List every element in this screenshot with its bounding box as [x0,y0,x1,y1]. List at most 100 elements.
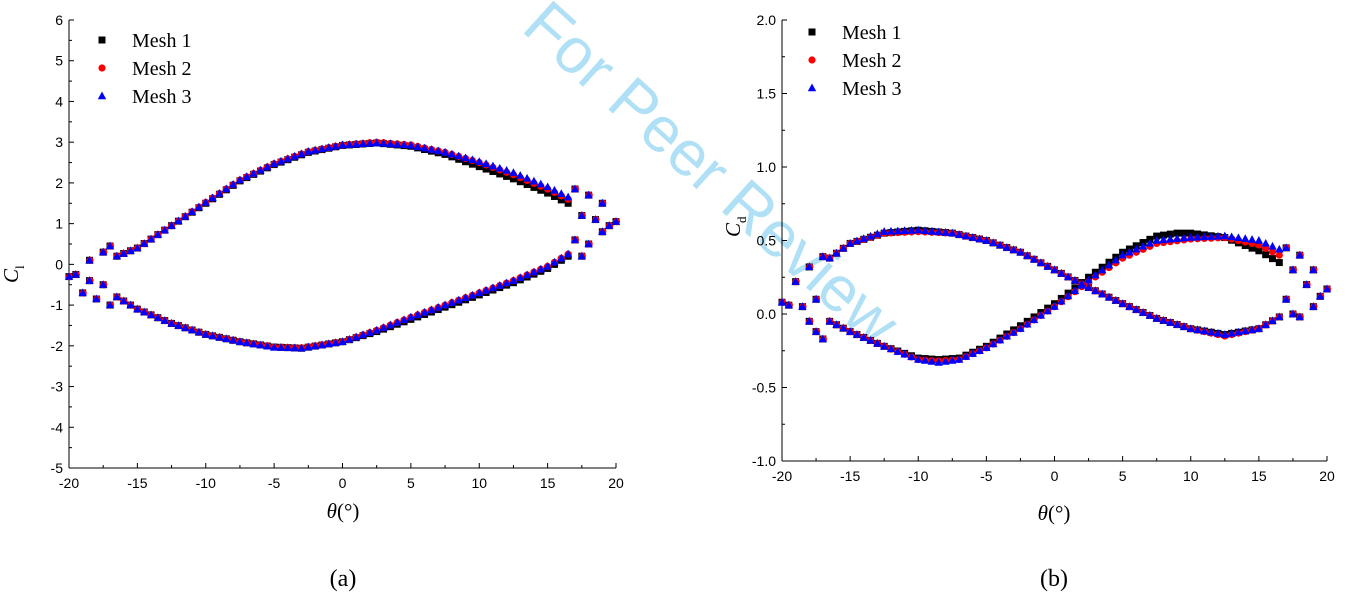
data-point [1247,325,1257,334]
data-point [1070,286,1080,294]
y-tick-label: -1 [51,297,64,313]
data-point [290,343,299,352]
data-point [1186,324,1195,332]
data-point [194,202,204,211]
data-point [1043,261,1052,270]
data-point [1200,232,1209,241]
data-point [153,313,163,321]
data-point [167,221,176,229]
data-point [249,169,258,177]
data-point [133,304,142,313]
data-point [859,234,868,242]
data-point [920,226,930,234]
x-tick-label: -5 [268,475,281,491]
data-point [995,240,1005,249]
data-point [235,175,245,184]
data-point [105,241,115,250]
data-point [228,335,238,344]
y-tick-label: -5 [51,460,64,476]
data-point [1145,310,1155,319]
data-point [1234,233,1243,242]
data-point [825,253,834,262]
y-axis-label: Cl [0,265,27,283]
data-point [475,157,484,165]
data-point [914,225,923,234]
data-point [1255,247,1263,255]
data-point [160,225,169,234]
data-point [461,293,470,301]
data-point [502,166,511,174]
x-tick-label: 15 [1251,468,1267,484]
data-point [283,343,292,352]
data-point [1281,243,1291,252]
chart-caption: (b) [1040,566,1068,592]
data-point [1036,310,1046,319]
x-tick-label: -15 [127,475,147,491]
data-point [399,140,409,149]
data-point [1009,328,1018,336]
data-point [249,339,258,348]
data-point [78,288,87,297]
data-point [584,239,593,248]
data-point [263,162,272,171]
data-point [440,147,450,156]
data-point [1023,319,1032,328]
data-point [276,343,286,351]
data-point [256,165,265,174]
data-point [447,149,457,158]
data-point [85,276,94,284]
data-point [140,307,149,316]
data-point [961,352,971,360]
data-point [386,139,395,148]
data-point [522,173,532,182]
data-point [454,151,463,160]
series-mesh-3 [112,138,573,352]
data-point [201,329,210,338]
data-point [372,325,381,334]
y-tick-label: 1 [55,216,63,232]
data-point [1023,251,1032,259]
x-tick-label: -20 [772,468,792,484]
legend-marker-1 [808,28,816,36]
data-point [126,246,135,254]
data-point [358,139,368,148]
data-point [372,138,381,147]
data-point [242,338,251,347]
data-point [276,156,286,165]
data-point [1261,238,1270,247]
x-tick-label: -5 [980,468,993,484]
data-point [805,262,814,271]
data-point [1050,302,1059,310]
data-point [242,172,251,180]
data-point [1173,229,1181,237]
data-point [530,183,538,191]
data-point [454,295,463,304]
data-point [1213,231,1223,240]
data-point [784,300,794,309]
data-point [468,160,476,168]
data-point [954,355,964,363]
end-region-points [777,243,1332,343]
data-point [818,252,828,260]
data-point [818,334,828,343]
data-point [563,192,573,201]
data-point [1166,234,1175,243]
data-point [174,321,183,329]
data-point [859,333,868,341]
data-point [379,323,388,331]
data-point [852,330,862,338]
data-point [365,138,375,147]
y-tick-label: 5 [55,53,63,69]
data-point [351,139,361,148]
data-point [886,226,896,235]
data-point [1269,255,1276,263]
data-point [140,239,149,247]
data-point [1111,295,1121,304]
data-point [516,178,524,186]
data-point [523,181,531,189]
legend-label-3: Mesh 3 [132,86,191,108]
data-point [988,339,998,348]
data-point [982,236,991,244]
data-point [119,249,128,257]
data-point [948,228,957,237]
